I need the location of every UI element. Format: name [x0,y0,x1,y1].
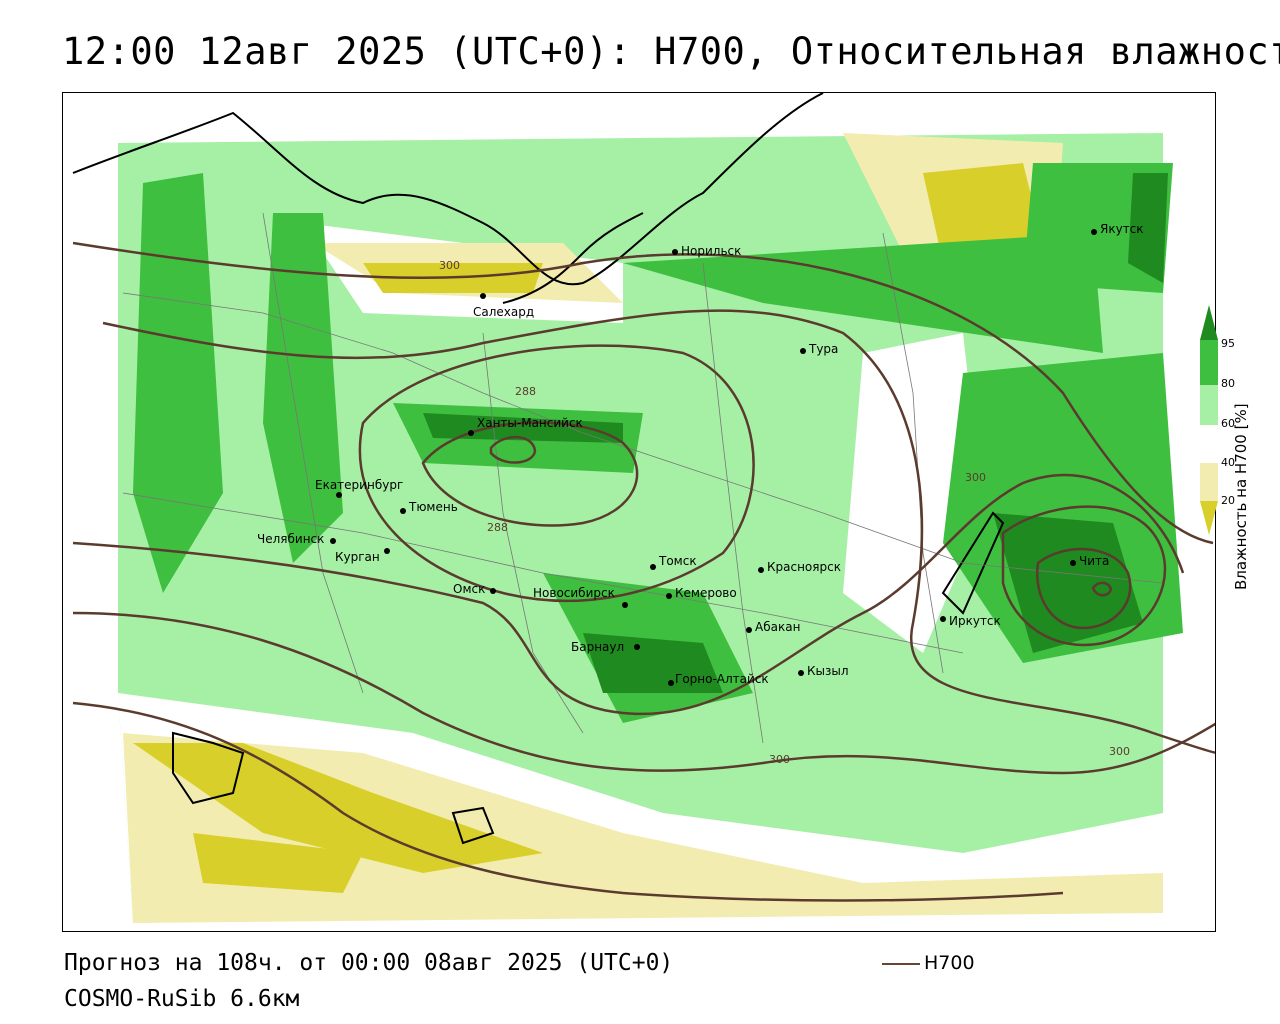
city-dot [622,602,628,608]
city-label: Норильск [681,244,741,258]
forecast-info: Прогноз на 108ч. от 00:00 08авг 2025 (UT… [64,950,674,976]
colorbar-tick: 95 [1221,337,1235,350]
city-label: Иркутск [949,614,1001,628]
city-dot [400,508,406,514]
colorbar-segment-40 [1200,463,1218,501]
city-label: Горно-Алтайск [675,672,769,686]
map-canvas: 300 288 288 300 300 300 Норильск Якутск … [72,93,1215,923]
colorbar-segment-50 [1200,425,1218,463]
contour-label: 288 [515,385,536,398]
city-label: Абакан [755,620,800,634]
city-dot [940,616,946,622]
city-label: Курган [335,550,380,564]
city-dot [666,593,672,599]
contour-label: 300 [769,753,790,766]
city-dot [650,564,656,570]
city-dot [336,492,342,498]
city-dot [1091,229,1097,235]
city-label: Салехард [473,305,534,319]
colorbar-tick: 20 [1221,494,1235,507]
model-name: COSMO-RuSib 6.6км [64,986,300,1012]
contour-label: 300 [1109,745,1130,758]
contour-label: 300 [965,471,986,484]
city-dot [798,670,804,676]
contour-labels: 300 288 288 300 300 300 [439,259,1130,766]
city-markers: Норильск Якутск Салехард Тура Ханты-Манс… [257,222,1144,686]
city-label: Челябинск [257,532,324,546]
city-dot [468,430,474,436]
city-dot [384,548,390,554]
humidity-map[interactable]: 300 288 288 300 300 300 Норильск Якутск … [62,92,1216,932]
city-dot [746,627,752,633]
city-label: Екатеринбург [315,478,403,492]
city-label: Ханты-Мансийск [477,416,583,430]
city-label: Тюмень [408,500,458,514]
h700-legend-line [882,963,920,965]
map-title: 12:00 12авг 2025 (UTC+0): H700, Относите… [62,30,1280,73]
colorbar-bottom-arrow [1200,501,1218,535]
city-dot [758,567,764,573]
city-dot [480,293,486,299]
city-label: Новосибирск [533,586,615,600]
contour-label: 288 [487,521,508,534]
colorbar-tick: 80 [1221,377,1235,390]
city-label: Томск [658,554,697,568]
city-label: Чита [1079,554,1109,568]
admin-borders [122,212,1164,744]
colorbar-title: Влажность на H700 [%] [1232,403,1250,590]
city-dot [330,538,336,544]
humidity-colorbar [1200,300,1218,535]
city-label: Кемерово [675,586,737,600]
city-dot [672,249,678,255]
h700-contours [72,241,1215,902]
city-dot [668,680,674,686]
colorbar-top-arrow [1200,305,1218,340]
city-dot [490,588,496,594]
city-dot [800,348,806,354]
city-label: Кызыл [807,664,849,678]
city-label: Якутск [1100,222,1144,236]
colorbar-tick: 40 [1221,456,1235,469]
colorbar-tick: 60 [1221,417,1235,430]
colorbar-segment-80 [1200,340,1218,385]
city-label: Омск [453,582,485,596]
contour-label: 300 [439,259,460,272]
city-dot [634,644,640,650]
humidity-field [118,133,1183,923]
colorbar-segment-60 [1200,385,1218,425]
city-dot [1070,560,1076,566]
city-label: Красноярск [767,560,841,574]
city-label: Тура [808,342,838,356]
h700-legend-label: H700 [924,952,975,974]
coastlines [72,93,1005,845]
city-label: Барнаул [571,640,624,654]
